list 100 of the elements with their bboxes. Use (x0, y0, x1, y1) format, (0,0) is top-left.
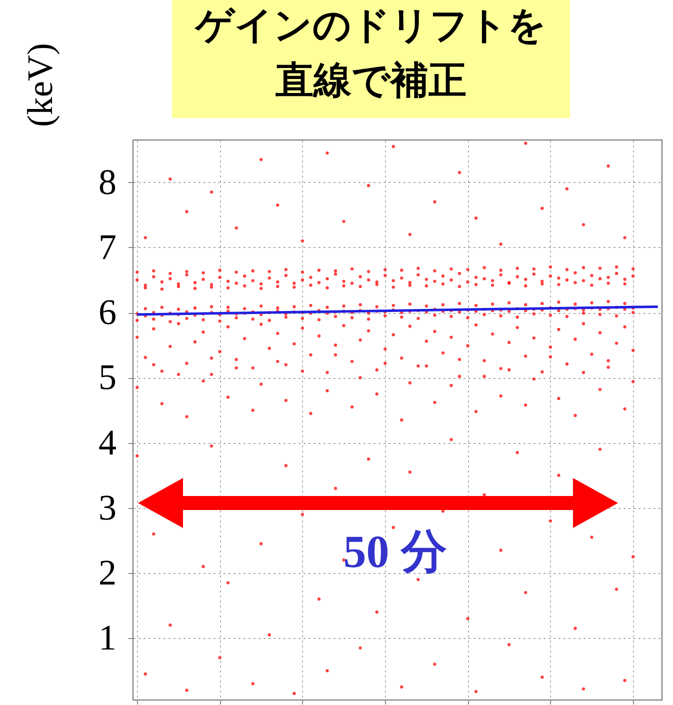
point (474, 690, 478, 694)
point (524, 590, 528, 594)
point (606, 164, 610, 168)
point (574, 414, 577, 418)
point (508, 368, 511, 372)
point (623, 407, 626, 411)
point (168, 624, 172, 627)
y-tick-label: 1 (98, 618, 116, 658)
point (292, 692, 296, 696)
point (309, 412, 312, 416)
point (598, 448, 602, 451)
point (366, 457, 370, 461)
point (400, 418, 404, 422)
point (234, 366, 238, 370)
point (540, 206, 544, 210)
point (276, 360, 280, 363)
point (631, 555, 635, 558)
point (614, 588, 618, 591)
point (540, 676, 544, 679)
point (136, 386, 139, 390)
point (524, 403, 528, 407)
point (226, 396, 230, 399)
point (276, 204, 280, 207)
point (317, 597, 321, 601)
point (458, 170, 462, 174)
point (185, 688, 188, 692)
point (582, 687, 586, 691)
y-tick-label: 8 (98, 162, 116, 202)
y-tick-label: 5 (98, 357, 116, 398)
point (482, 493, 486, 496)
point (326, 151, 329, 155)
point (433, 200, 436, 204)
point (160, 402, 164, 406)
point (185, 415, 188, 418)
point (168, 177, 172, 181)
point (574, 626, 577, 630)
point (499, 548, 502, 552)
point (226, 581, 230, 584)
point (375, 610, 378, 614)
point (384, 362, 387, 365)
point (499, 242, 502, 246)
point (582, 370, 586, 374)
y-tick-label: 3 (98, 487, 116, 528)
point (144, 672, 147, 676)
point (400, 685, 404, 689)
point (441, 510, 445, 513)
point (375, 392, 378, 396)
point (408, 470, 412, 474)
y-tick-label: 4 (98, 422, 116, 462)
point (300, 239, 304, 243)
point (623, 236, 626, 240)
point (260, 382, 263, 386)
point (152, 363, 156, 366)
point (342, 220, 346, 223)
point (144, 236, 147, 240)
point (433, 662, 436, 666)
point (176, 372, 180, 376)
point (408, 381, 412, 384)
point (251, 682, 254, 686)
point (300, 512, 304, 516)
point (474, 410, 478, 414)
point (210, 444, 214, 448)
point (268, 633, 271, 636)
point (234, 226, 238, 230)
point (350, 405, 354, 409)
point (598, 388, 602, 391)
point (366, 184, 370, 188)
y-tick-label: 6 (98, 292, 116, 332)
point (557, 474, 560, 477)
point (392, 526, 395, 530)
point (334, 486, 338, 490)
point (260, 158, 263, 162)
y-tick-label: 7 (98, 226, 116, 267)
point (590, 536, 594, 539)
point (284, 398, 288, 402)
point (482, 374, 486, 378)
point (334, 353, 338, 356)
point (565, 187, 569, 190)
point (136, 454, 139, 458)
point (202, 379, 205, 383)
point (508, 643, 511, 646)
point (532, 377, 536, 381)
point (424, 364, 428, 368)
point (152, 532, 156, 536)
point (466, 617, 470, 620)
point (450, 438, 453, 442)
annotation: 50 分 (343, 526, 447, 577)
point (524, 142, 528, 145)
point (631, 380, 635, 384)
point (358, 646, 362, 650)
y-tick-label: 2 (98, 552, 116, 593)
point (326, 389, 329, 392)
point (284, 464, 288, 468)
point (392, 144, 395, 148)
point (260, 542, 263, 546)
point (185, 210, 188, 214)
point (548, 519, 552, 523)
point (218, 656, 222, 660)
point (606, 359, 610, 362)
point (251, 408, 254, 412)
